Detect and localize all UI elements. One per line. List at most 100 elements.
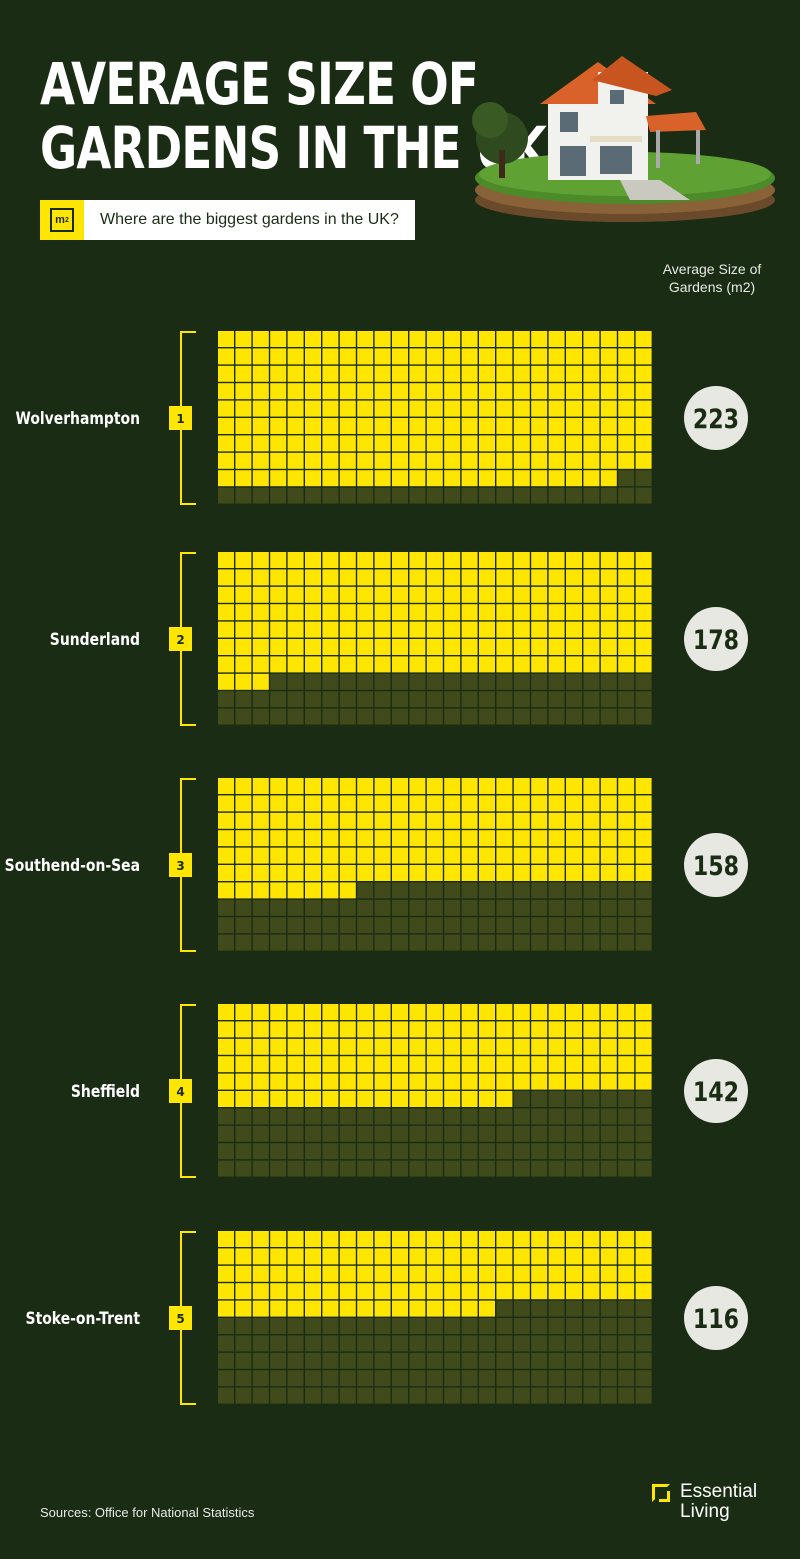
waffle-cell-filled (635, 383, 652, 400)
waffle-cell-filled (618, 656, 635, 673)
waffle-cell-empty (531, 1108, 548, 1125)
waffle-cell-empty (392, 1108, 408, 1125)
waffle-cell-empty (218, 1370, 234, 1387)
waffle-cell-filled (479, 383, 495, 400)
waffle-cell-filled (374, 830, 391, 847)
waffle-cell-filled (287, 383, 304, 400)
waffle-cell-filled (531, 569, 548, 586)
rank-number: 3 (176, 859, 184, 873)
waffle-cell-filled (270, 400, 287, 417)
waffle-cell-empty (600, 1108, 617, 1125)
waffle-cell-empty (409, 1143, 426, 1160)
waffle-cell-filled (409, 1300, 426, 1317)
waffle-cell-filled (426, 865, 443, 881)
waffle-cell-filled (444, 331, 461, 347)
waffle-cell-filled (566, 812, 582, 829)
waffle-cell-filled (339, 830, 356, 847)
waffle-cell-empty (235, 1352, 252, 1369)
waffle-cell-filled (252, 470, 269, 487)
waffle-cell-filled (583, 778, 600, 794)
waffle-cell-filled (287, 1231, 304, 1247)
waffle-cell-empty (618, 487, 635, 504)
waffle-cell-empty (513, 1352, 530, 1369)
waffle-cell-filled (531, 812, 548, 829)
waffle-cell-empty (252, 1335, 269, 1352)
waffle-cell-empty (461, 899, 478, 916)
waffle-cell-filled (600, 418, 617, 434)
waffle-cell-filled (218, 331, 234, 347)
waffle-cell-empty (305, 708, 321, 725)
waffle-cell-empty (218, 487, 234, 504)
waffle-cell-filled (357, 418, 374, 434)
waffle-cell-filled (566, 830, 582, 847)
waffle-cell-empty (270, 1370, 287, 1387)
waffle-cell-filled (252, 435, 269, 452)
logo-mark-icon (652, 1484, 670, 1502)
waffle-cell-empty (252, 487, 269, 504)
waffle-cell-filled (322, 400, 339, 417)
waffle-cell-empty (270, 1125, 287, 1142)
waffle-cell-filled (409, 656, 426, 673)
waffle-cell-filled (252, 1004, 269, 1020)
waffle-cell-empty (566, 917, 582, 934)
waffle-cell-empty (461, 934, 478, 951)
waffle-cell-empty (618, 1143, 635, 1160)
waffle-cell-empty (600, 1300, 617, 1317)
waffle-cell-empty (618, 1387, 635, 1404)
waffle-cell-empty (600, 917, 617, 934)
waffle-cell-empty (409, 691, 426, 708)
waffle-cell-empty (566, 1125, 582, 1142)
waffle-cell-empty (513, 1370, 530, 1387)
waffle-cell-empty (426, 1125, 443, 1142)
waffle-cell-empty (322, 1125, 339, 1142)
waffle-cell-empty (270, 1143, 287, 1160)
waffle-cell-filled (409, 569, 426, 586)
waffle-cell-filled (218, 830, 234, 847)
waffle-cell-empty (392, 1143, 408, 1160)
waffle-cell-filled (444, 383, 461, 400)
waffle-cell-filled (374, 1021, 391, 1038)
waffle-cell-filled (531, 552, 548, 568)
waffle-cell-filled (635, 552, 652, 568)
waffle-cell-filled (496, 847, 513, 864)
waffle-cell-filled (479, 1091, 495, 1107)
waffle-cell-filled (566, 1283, 582, 1300)
waffle-cell-filled (600, 1038, 617, 1055)
waffle-cell-filled (618, 348, 635, 365)
waffle-cell-filled (513, 1073, 530, 1090)
waffle-cell-filled (235, 365, 252, 382)
waffle-cell-filled (218, 348, 234, 365)
waffle-cell-filled (426, 435, 443, 452)
waffle-cell-empty (444, 917, 461, 934)
waffle-cell-filled (409, 365, 426, 382)
waffle-cell-filled (305, 1283, 321, 1300)
waffle-cell-filled (374, 1231, 391, 1247)
waffle-cell-filled (583, 383, 600, 400)
waffle-cell-filled (426, 830, 443, 847)
waffle-cell-filled (426, 1038, 443, 1055)
waffle-cell-filled (479, 621, 495, 638)
waffle-cell-empty (374, 1318, 391, 1334)
waffle-cell-filled (252, 348, 269, 365)
waffle-cell-empty (635, 899, 652, 916)
waffle-cell-empty (287, 1387, 304, 1404)
rank-number: 4 (176, 1085, 184, 1099)
waffle-cell-filled (531, 639, 548, 655)
waffle-cell-empty (409, 917, 426, 934)
waffle-cell-filled (566, 418, 582, 434)
waffle-cell-filled (461, 621, 478, 638)
waffle-cell-filled (635, 435, 652, 452)
waffle-cell-filled (496, 1091, 513, 1107)
waffle-cell-empty (252, 1160, 269, 1177)
waffle-cell-empty (479, 708, 495, 725)
waffle-cell-empty (548, 1160, 565, 1177)
waffle-cell-filled (635, 1056, 652, 1073)
waffle-cell-empty (392, 1370, 408, 1387)
waffle-cell-filled (218, 621, 234, 638)
waffle-cell-filled (618, 812, 635, 829)
waffle-cell-empty (444, 1387, 461, 1404)
waffle-cell-filled (513, 795, 530, 812)
waffle-cell-empty (339, 708, 356, 725)
waffle-cell-filled (409, 604, 426, 621)
